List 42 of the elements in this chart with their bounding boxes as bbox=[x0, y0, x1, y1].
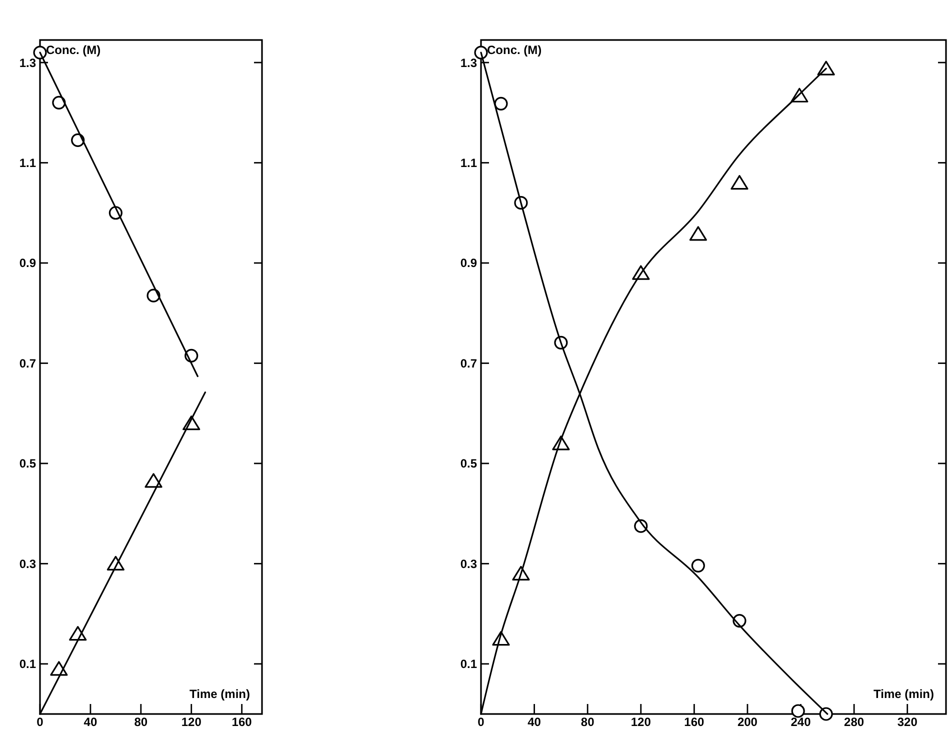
y-tick-label: 0.9 bbox=[460, 256, 478, 270]
x-tick-label: 160 bbox=[232, 715, 252, 729]
y-tick-label: 0.5 bbox=[19, 456, 36, 471]
x-tick-label: 160 bbox=[684, 715, 705, 729]
y-tick-label: 0.1 bbox=[19, 657, 36, 672]
y-tick-label: 0.7 bbox=[19, 356, 36, 370]
y-tick-label: 0.3 bbox=[19, 556, 36, 571]
y-tick-label: 0.3 bbox=[460, 556, 478, 571]
x-axis-title: Time (min) bbox=[874, 687, 934, 701]
point bbox=[33, 46, 47, 60]
x-tick-label: 40 bbox=[84, 715, 98, 729]
y-tick-label: 0.5 bbox=[460, 456, 478, 471]
x-tick-label: 120 bbox=[630, 715, 652, 729]
y-tick-label: 0.1 bbox=[460, 657, 478, 672]
x-tick-label: 120 bbox=[181, 715, 202, 729]
point bbox=[144, 473, 162, 488]
x-tick-label: 200 bbox=[737, 715, 758, 729]
y-tick-label: 0.9 bbox=[19, 256, 36, 270]
x-tick-label: 80 bbox=[580, 715, 595, 729]
point bbox=[494, 96, 508, 110]
y-tick-label: 1.3 bbox=[19, 56, 36, 70]
point bbox=[52, 96, 66, 110]
y-tick-label: 1.3 bbox=[460, 56, 478, 70]
x-tick-label: 320 bbox=[897, 715, 918, 729]
point bbox=[474, 46, 488, 60]
x-tick-label: 280 bbox=[844, 715, 864, 729]
x-tick-label: 40 bbox=[528, 715, 542, 729]
y-tick-label: 1.1 bbox=[460, 156, 478, 170]
x-axis-title: Time (min) bbox=[190, 687, 250, 701]
point bbox=[691, 558, 705, 572]
x-tick-label: 240 bbox=[790, 715, 812, 729]
x-tick-label: 0 bbox=[478, 715, 485, 729]
y-tick-label: 0.7 bbox=[460, 356, 478, 370]
y-tick-label: 1.1 bbox=[19, 156, 36, 170]
point bbox=[689, 226, 707, 241]
point bbox=[819, 707, 833, 721]
x-tick-label: 80 bbox=[134, 715, 148, 729]
point bbox=[730, 175, 748, 190]
y-axis-title: Conc. (M) bbox=[487, 43, 542, 57]
y-axis-title: Conc. (M) bbox=[46, 43, 101, 57]
point bbox=[791, 704, 805, 718]
x-tick-label: 0 bbox=[36, 715, 44, 729]
